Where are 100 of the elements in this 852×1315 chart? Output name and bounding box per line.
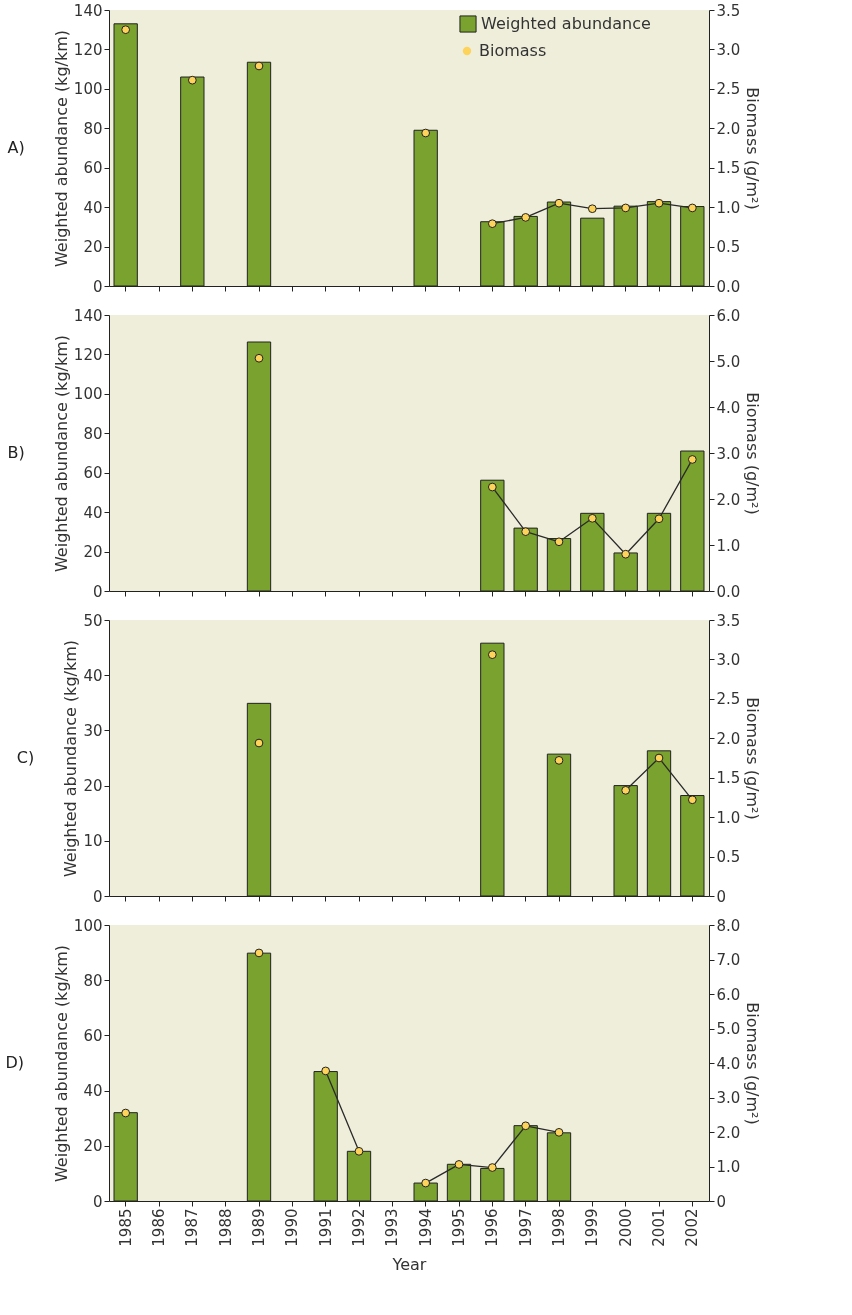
y-tick-label: 20 — [83, 238, 103, 257]
x-tick-label: 1991 — [316, 1208, 335, 1247]
y-tick-label: 20 — [83, 777, 103, 796]
point — [554, 198, 564, 208]
y-tick-label: 140 — [73, 306, 103, 325]
x-tick-label: 1985 — [116, 1208, 135, 1247]
y2-tick-label: 0.5 — [716, 238, 741, 257]
point — [321, 1066, 331, 1076]
point — [587, 513, 597, 523]
y2-axis-title: Biomass (g/m²) — [743, 697, 763, 820]
y2-tick-label: 3.5 — [716, 1, 741, 20]
y-tick-label: 40 — [83, 503, 103, 522]
y2-tick-label: 2.0 — [716, 119, 741, 138]
legend-label: Weighted abundance — [481, 14, 651, 33]
y2-tick-label: 0 — [716, 887, 727, 906]
x-tick-label: 1988 — [216, 1208, 235, 1247]
point — [487, 219, 497, 229]
point — [554, 756, 564, 765]
y2-axis-title: Biomass (g/m²) — [743, 1002, 763, 1125]
y2-tick-label: 4.0 — [716, 398, 741, 417]
y2-tick-label: 3.0 — [716, 650, 741, 669]
y-tick-label: 80 — [83, 424, 103, 443]
point — [521, 1121, 531, 1131]
x-tick-label: 1997 — [516, 1208, 535, 1247]
y-tick-label: 100 — [73, 385, 103, 404]
point — [487, 482, 497, 492]
y2-axis-title: Biomass (g/m²) — [743, 392, 763, 515]
y2-tick-label: 1.0 — [716, 1158, 741, 1176]
x-tick-label: 1989 — [250, 1208, 268, 1247]
y2-tick-label: 0.0 — [716, 582, 741, 601]
x-tick-label: 2002 — [683, 1208, 702, 1247]
text: A) — [7, 138, 25, 157]
point — [621, 785, 631, 795]
text: D) — [5, 1053, 25, 1072]
point — [554, 1127, 564, 1137]
y-tick-label: 60 — [83, 159, 103, 178]
y-tick-label: 60 — [83, 1026, 103, 1045]
y-tick-label: 120 — [73, 345, 103, 364]
y-axis-title: Weighted abundance (kg/km) — [51, 29, 71, 268]
y-tick-label: 100 — [73, 916, 103, 935]
y-tick-label: 0 — [92, 887, 103, 906]
point — [521, 213, 531, 222]
point — [254, 948, 264, 958]
point — [354, 1146, 364, 1156]
x-tick-label: 1987 — [183, 1208, 202, 1247]
y2-tick-label: 0 — [716, 1192, 727, 1211]
point — [687, 455, 697, 464]
point — [254, 738, 264, 748]
y-tick-label: 10 — [83, 832, 103, 851]
y2-tick-label: 2.0 — [716, 729, 741, 748]
point — [621, 549, 631, 559]
point — [521, 527, 531, 537]
y-tick-label: 80 — [83, 971, 103, 990]
point — [687, 795, 697, 805]
y2-tick-label: 2.0 — [716, 1123, 741, 1142]
y2-tick-label: 3.0 — [716, 444, 741, 463]
x-tick-label: 2001 — [650, 1208, 668, 1247]
point — [587, 204, 597, 214]
x-tick-label: 1990 — [283, 1208, 302, 1247]
point — [187, 75, 197, 85]
y2-tick-label: 8.0 — [716, 916, 741, 935]
y2-tick-label: 3.0 — [716, 1089, 741, 1107]
x-tick-label: 1992 — [350, 1208, 368, 1247]
point — [421, 128, 431, 138]
y2-axis-title: Biomass (g/m²) — [743, 87, 763, 210]
y2-tick-label: 4.0 — [716, 1054, 741, 1073]
y2-tick-label: 2.5 — [716, 80, 741, 99]
y-tick-label: 140 — [73, 1, 103, 20]
point — [121, 25, 131, 35]
y2-tick-label: 1.5 — [716, 159, 741, 178]
x-axis-title: Year — [391, 1254, 427, 1274]
text: C) — [16, 748, 35, 767]
point — [554, 537, 564, 547]
text: B) — [7, 443, 25, 462]
y-tick-label: 40 — [83, 1082, 103, 1101]
y-tick-label: 0 — [92, 582, 103, 601]
y2-tick-label: 0.0 — [716, 277, 741, 296]
point — [487, 650, 497, 660]
point — [487, 1163, 497, 1172]
x-tick-label: 1993 — [383, 1208, 402, 1247]
y2-tick-label: 1.0 — [716, 536, 741, 555]
y2-tick-label: 3.0 — [716, 40, 741, 59]
y2-tick-label: 2.0 — [716, 490, 741, 509]
y2-tick-label: 5.0 — [716, 1020, 741, 1038]
point — [421, 1178, 431, 1188]
x-tick-label: 1995 — [450, 1208, 468, 1247]
y-axis-title: Weighted abundance (kg/km) — [51, 944, 71, 1183]
y-tick-label: 20 — [83, 543, 103, 562]
y-tick-label: 30 — [83, 721, 103, 740]
y2-tick-label: 1.0 — [716, 808, 741, 827]
legend-label: Biomass — [479, 41, 547, 60]
y2-tick-label: 6.0 — [716, 985, 741, 1004]
point — [454, 1160, 464, 1169]
y2-tick-label: 3.5 — [716, 611, 741, 630]
x-tick-label: 1998 — [550, 1208, 568, 1247]
y2-tick-label: 1.5 — [716, 769, 741, 788]
y2-tick-label: 5.0 — [716, 352, 741, 371]
point — [254, 61, 264, 71]
point — [687, 203, 697, 213]
y2-tick-label: 2.5 — [716, 690, 741, 709]
